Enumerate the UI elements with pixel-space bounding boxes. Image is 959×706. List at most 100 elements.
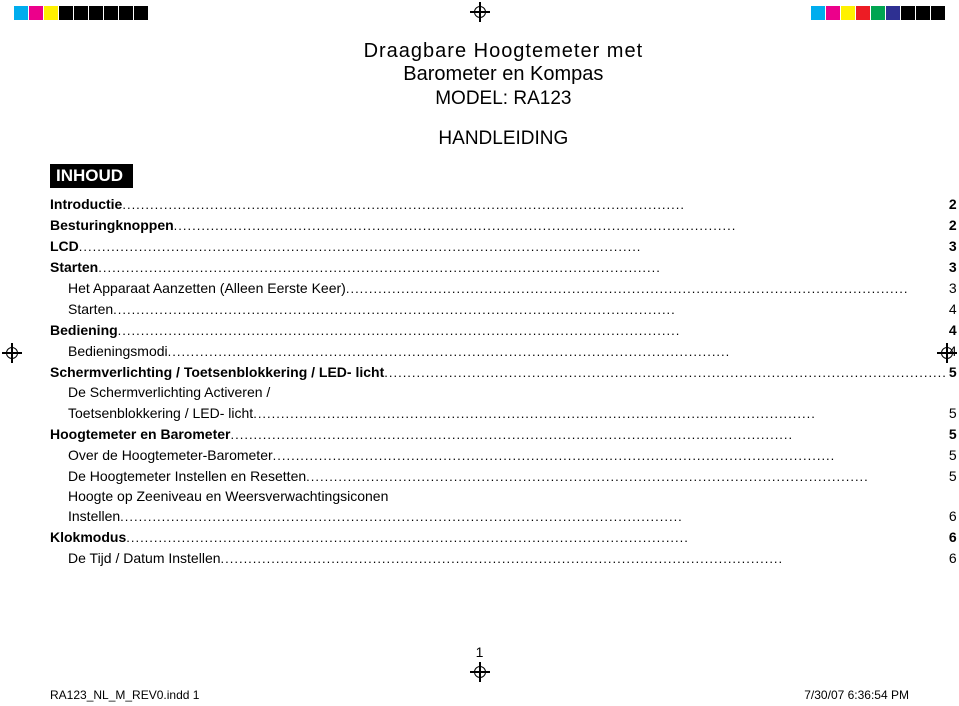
- toc-page: 4: [947, 320, 957, 341]
- toc-label: De Hoogtemeter Instellen en Resetten: [68, 466, 306, 487]
- registration-mark-top: [470, 2, 490, 22]
- color-swatch: [871, 6, 885, 20]
- footer: RA123_NL_M_REV0.indd 1 7/30/07 6:36:54 P…: [50, 688, 909, 702]
- color-swatch: [104, 6, 118, 20]
- toc-line: De Tijd / Datum Instellen 6: [50, 548, 957, 569]
- toc-dots: [231, 425, 947, 445]
- toc-page: 2: [947, 215, 957, 236]
- toc-line: Introductie 2: [50, 194, 957, 215]
- color-swatch: [826, 6, 840, 20]
- toc-page: 5: [947, 445, 957, 466]
- toc-line: De Hoogtemeter Instellen en Resetten 5: [50, 466, 957, 487]
- toc-dots: [113, 300, 947, 320]
- toc-label: Starten: [50, 257, 98, 278]
- color-swatch: [44, 6, 58, 20]
- footer-right: 7/30/07 6:36:54 PM: [804, 688, 909, 702]
- toc-page: 2: [947, 194, 957, 215]
- color-swatch: [119, 6, 133, 20]
- toc-line: Bedieningsmodi 4: [50, 341, 957, 362]
- toc-line: LCD 3: [50, 236, 957, 257]
- toc-line: Besturingknoppen 2: [50, 215, 957, 236]
- registration-mark-bottom: [470, 662, 490, 682]
- color-swatch: [134, 6, 148, 20]
- toc-entry: De Schermverlichting Activeren /Toetsenb…: [50, 383, 957, 424]
- toc-page: 6: [947, 548, 957, 569]
- toc-label: LCD: [50, 236, 79, 257]
- color-swatch: [811, 6, 825, 20]
- toc-label: Besturingknoppen: [50, 215, 174, 236]
- model-line: MODEL: RA123: [50, 88, 957, 110]
- toc-label: Hoogte op Zeeniveau en Weersverwachtings…: [68, 487, 957, 507]
- toc-line: Instellen 6: [68, 506, 957, 527]
- toc-page: 5: [947, 424, 957, 445]
- toc-dots: [253, 404, 947, 424]
- color-swatch: [14, 6, 28, 20]
- title-line2: Barometer en Kompas: [50, 63, 957, 86]
- toc-dots: [118, 321, 947, 341]
- toc-line: Bediening 4: [50, 320, 957, 341]
- toc-page: 5: [947, 403, 957, 424]
- color-swatch: [74, 6, 88, 20]
- toc-line: Toetsenblokkering / LED- licht 5: [68, 403, 957, 424]
- toc-page: 4: [947, 341, 957, 362]
- toc-dots: [384, 363, 947, 383]
- toc-dots: [122, 195, 947, 215]
- toc-label: Bediening: [50, 320, 118, 341]
- color-swatch: [916, 6, 930, 20]
- toc-page: 6: [947, 527, 957, 548]
- toc-dots: [79, 237, 947, 257]
- toc-page: 3: [947, 278, 957, 299]
- toc-label: Starten: [68, 299, 113, 320]
- toc-line: Schermverlichting / Toetsenblokkering / …: [50, 362, 957, 383]
- color-swatch: [841, 6, 855, 20]
- left-column: Draagbare Hoogtemeter met Barometer en K…: [50, 40, 957, 646]
- toc-label: De Tijd / Datum Instellen: [68, 548, 221, 569]
- toc-label: Bedieningsmodi: [68, 341, 168, 362]
- toc-label: Introductie: [50, 194, 122, 215]
- toc-dots: [346, 279, 947, 299]
- toc-line: Starten 3: [50, 257, 957, 278]
- toc-label: Hoogtemeter en Barometer: [50, 424, 231, 445]
- toc-label: Over de Hoogtemeter-Barometer: [68, 445, 273, 466]
- toc-line: Klokmodus 6: [50, 527, 957, 548]
- toc-dots: [273, 446, 947, 466]
- toc-dots: [120, 507, 947, 527]
- color-swatch: [59, 6, 73, 20]
- registration-mark-left: [2, 343, 22, 363]
- toc-page: 3: [947, 236, 957, 257]
- toc-dots: [306, 467, 947, 487]
- toc-page: 6: [947, 506, 957, 527]
- toc-page: 5: [947, 362, 957, 383]
- footer-left: RA123_NL_M_REV0.indd 1: [50, 688, 199, 702]
- color-swatch: [931, 6, 945, 20]
- toc-label: Schermverlichting / Toetsenblokkering / …: [50, 362, 384, 383]
- toc-dots: [168, 342, 947, 362]
- color-swatch: [901, 6, 915, 20]
- inhoud-heading: INHOUD: [50, 164, 133, 188]
- toc-page: 4: [947, 299, 957, 320]
- toc-label: Instellen: [68, 506, 120, 527]
- toc-line: Het Apparaat Aanzetten (Alleen Eerste Ke…: [50, 278, 957, 299]
- toc-line: Starten 4: [50, 299, 957, 320]
- color-swatch: [856, 6, 870, 20]
- toc-dots: [126, 528, 947, 548]
- subhead: HANDLEIDING: [50, 128, 957, 150]
- toc-line: Hoogtemeter en Barometer 5: [50, 424, 957, 445]
- toc-label: Toetsenblokkering / LED- licht: [68, 403, 253, 424]
- toc-label: Klokmodus: [50, 527, 126, 548]
- toc-dots: [174, 216, 947, 236]
- toc-label: De Schermverlichting Activeren /: [68, 383, 957, 403]
- toc-dots: [98, 258, 947, 278]
- title-line1: Draagbare Hoogtemeter met: [50, 40, 957, 63]
- color-swatch: [29, 6, 43, 20]
- color-swatch: [886, 6, 900, 20]
- toc-dots: [221, 549, 947, 569]
- toc-label: Het Apparaat Aanzetten (Alleen Eerste Ke…: [68, 278, 346, 299]
- toc-page: 5: [947, 466, 957, 487]
- page-content: Draagbare Hoogtemeter met Barometer en K…: [50, 40, 909, 646]
- color-bar-right: [810, 6, 945, 20]
- color-swatch: [89, 6, 103, 20]
- toc-page: 3: [947, 257, 957, 278]
- toc-line: Over de Hoogtemeter-Barometer 5: [50, 445, 957, 466]
- toc-left: Introductie2Besturingknoppen2LCD3Starten…: [50, 194, 957, 569]
